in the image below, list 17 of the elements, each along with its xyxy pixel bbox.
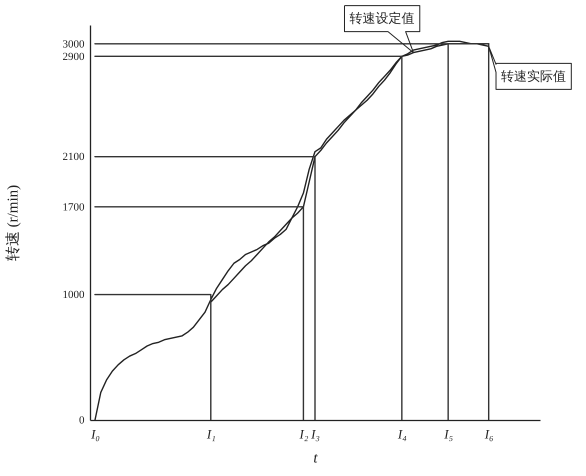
x-tick-label: I₃ — [310, 426, 320, 442]
x-tick-label: I₆ — [484, 426, 494, 442]
y-tick-label: 1000 — [62, 289, 85, 302]
x-tick-label: I₂ — [298, 426, 309, 442]
y-axis-title: 转速 (r/min) — [4, 184, 22, 262]
x-tick-label: I₅ — [443, 426, 454, 442]
series-label: 转速实际值 — [501, 68, 566, 84]
x-tick-label: I₀ — [90, 426, 100, 442]
text: 转速设定值 — [350, 10, 415, 26]
y-tick-label: 3000 — [62, 38, 85, 50]
y-tick-label: 1700 — [62, 201, 85, 214]
y-tick-label: 0 — [79, 414, 85, 426]
x-tick-label: I₄ — [396, 426, 408, 442]
y-tick-label: 2100 — [62, 151, 85, 164]
x-axis-title: t — [313, 450, 318, 466]
x-tick-label: I₁ — [206, 426, 216, 442]
y-tick-label: 2900 — [62, 50, 85, 63]
